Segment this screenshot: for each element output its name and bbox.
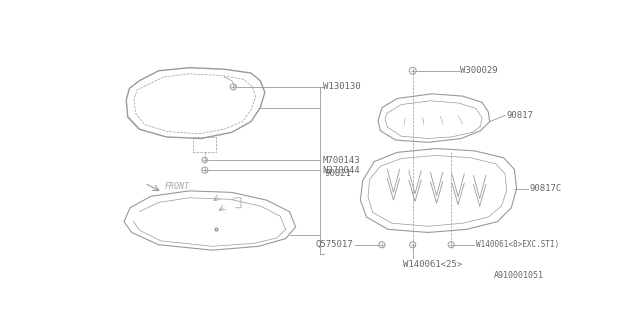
Text: FRONT: FRONT — [164, 182, 189, 191]
Text: W300029: W300029 — [460, 66, 498, 75]
Text: Q575017: Q575017 — [316, 240, 353, 249]
Text: 90817: 90817 — [507, 111, 534, 120]
Text: W130130: W130130 — [323, 83, 360, 92]
Text: M700143: M700143 — [323, 156, 360, 164]
Text: W140061<8>EXC.STI): W140061<8>EXC.STI) — [476, 240, 559, 249]
Text: A910001051: A910001051 — [493, 271, 543, 280]
Text: 90821: 90821 — [324, 169, 351, 178]
Text: W140061<25>: W140061<25> — [403, 260, 463, 269]
Text: 90817C: 90817C — [530, 184, 562, 193]
Text: N370044: N370044 — [323, 165, 360, 175]
